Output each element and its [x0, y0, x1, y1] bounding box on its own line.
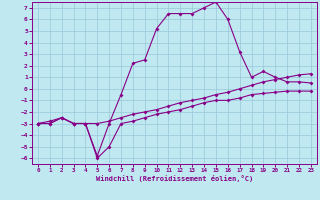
X-axis label: Windchill (Refroidissement éolien,°C): Windchill (Refroidissement éolien,°C) [96, 175, 253, 182]
